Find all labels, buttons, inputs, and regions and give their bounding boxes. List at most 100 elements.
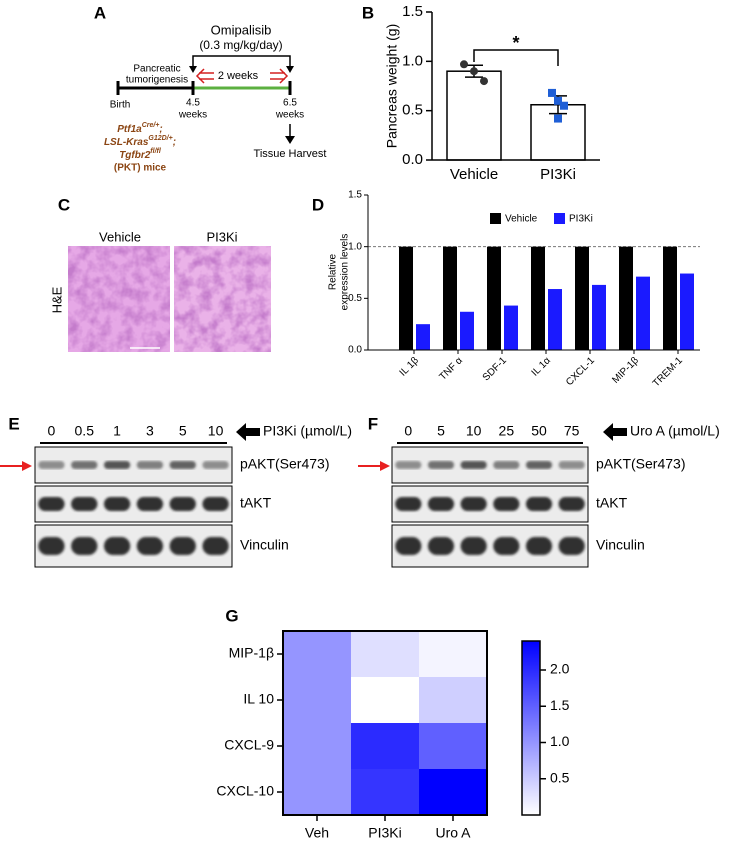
blot-label: pAKT(Ser473) — [596, 456, 685, 472]
x-tick-label: TREM-1 — [651, 355, 685, 389]
data-point — [560, 101, 568, 110]
band — [169, 461, 196, 469]
arrowhead — [189, 66, 197, 73]
y-tick-label: 1.5 — [348, 190, 362, 201]
blot-label: Vinculin — [240, 537, 289, 553]
lane-label: 0.5 — [75, 423, 95, 439]
x-tick-label: PI3Ki — [540, 166, 576, 183]
bar — [592, 284, 606, 350]
legend-label: PI3Ki — [569, 214, 593, 225]
blot — [34, 446, 233, 484]
band — [103, 497, 131, 511]
heatmap-cell — [351, 723, 419, 769]
band — [395, 497, 422, 511]
lane-label: 10 — [466, 423, 482, 439]
timeline-diagram — [116, 55, 295, 144]
band — [427, 537, 455, 555]
red-arrow — [270, 68, 289, 84]
timepoint: weeks — [178, 110, 207, 121]
legend-label: Vehicle — [505, 214, 538, 225]
duration: 2 weeks — [218, 70, 259, 82]
x-tick-label: IL 1α — [530, 355, 554, 379]
band — [460, 461, 487, 469]
he-texture — [68, 246, 170, 352]
bracket — [192, 55, 291, 70]
heatmap-cell — [283, 723, 351, 769]
timepoint: 6.5 — [283, 98, 297, 109]
band — [395, 461, 422, 469]
lane-label: 5 — [179, 423, 187, 439]
band — [493, 537, 520, 555]
blot-label: pAKT(Ser473) — [240, 456, 329, 472]
band — [38, 461, 65, 469]
x-tick-label: TNF α — [437, 355, 465, 383]
red-arrowhead — [22, 461, 32, 471]
bar — [548, 289, 562, 350]
he-texture — [174, 246, 271, 352]
y-tick-label: 1.0 — [348, 241, 362, 252]
bar — [680, 273, 694, 350]
genotype: LSL-KrasG12D/+; — [104, 135, 176, 148]
band — [493, 497, 520, 511]
legend-swatch — [490, 213, 501, 224]
strain: (PKT) mice — [114, 163, 167, 174]
x-tick-label: IL 1β — [398, 355, 422, 379]
panel-label: D — [312, 195, 324, 214]
timepoint: 4.5 — [186, 98, 200, 109]
lane-label: 75 — [564, 423, 580, 439]
band — [169, 537, 196, 555]
lane-label: 25 — [499, 423, 515, 439]
direction-arrow — [603, 423, 627, 441]
bar — [416, 324, 430, 350]
bar — [504, 305, 518, 350]
lane-label: 0 — [48, 423, 56, 439]
phase: tumorigenesis — [126, 75, 188, 86]
lane-label: 5 — [437, 423, 445, 439]
y-tick-label: 1.0 — [402, 52, 423, 69]
x-tick-label: Vehicle — [450, 166, 498, 183]
band — [525, 497, 553, 511]
heatmap-cell — [419, 769, 487, 815]
lane-label: 3 — [146, 423, 154, 439]
timepoint: Birth — [110, 100, 131, 111]
band — [136, 497, 164, 511]
column-label: Veh — [305, 825, 329, 841]
band — [38, 497, 65, 511]
y-tick-label: 0.5 — [402, 102, 423, 119]
blot — [34, 485, 233, 523]
red-arrow — [195, 68, 214, 84]
heatmap-cell — [419, 723, 487, 769]
x-tick-label: CXCL-1 — [564, 355, 597, 388]
bar — [399, 246, 413, 350]
heatmap-cell — [419, 631, 487, 677]
band — [202, 461, 229, 469]
blot-label: Vinculin — [596, 537, 645, 553]
gene: LSL-Kras — [104, 137, 149, 148]
bar — [619, 246, 633, 350]
bar — [443, 246, 457, 350]
data-point — [554, 114, 562, 123]
heatmap-cell — [351, 631, 419, 677]
bar — [531, 246, 545, 350]
blot — [391, 524, 589, 568]
heatmap-cell — [283, 677, 351, 723]
band — [136, 461, 164, 469]
drug-name: Omipalisib — [211, 22, 272, 37]
allele: fl/fl — [150, 148, 162, 155]
band — [71, 461, 98, 469]
separator: ; — [159, 124, 162, 135]
phase: Pancreatic — [133, 64, 180, 75]
histology — [68, 246, 271, 352]
band — [103, 537, 131, 555]
bar — [446, 70, 502, 161]
band — [460, 537, 487, 555]
lane-label: 0 — [404, 423, 412, 439]
arrowhead — [286, 66, 294, 73]
significance: * — [512, 33, 519, 53]
y-tick-label: 1.5 — [402, 3, 423, 20]
band — [558, 497, 585, 511]
row-label: CXCL-9 — [224, 737, 274, 753]
y-tick-label: 0.0 — [348, 345, 362, 356]
bar — [487, 246, 501, 350]
row-label: CXCL-10 — [216, 783, 274, 799]
